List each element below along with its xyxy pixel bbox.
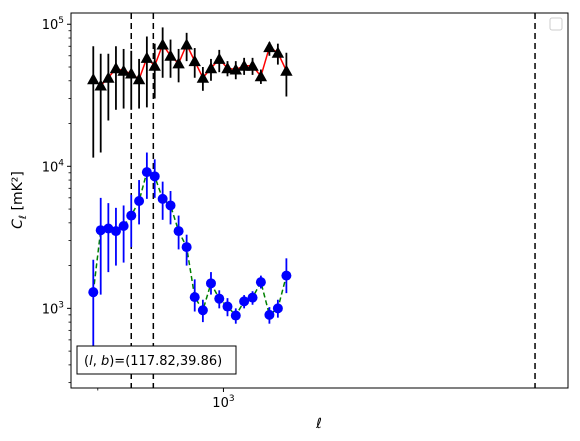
data-point-triangle <box>140 51 154 63</box>
data-point-circle <box>134 195 145 206</box>
data-point-triangle <box>94 79 107 91</box>
data-point-circle <box>247 292 258 303</box>
plot-area <box>71 13 568 388</box>
data-point-circle <box>173 226 184 237</box>
data-point-circle <box>149 171 160 182</box>
data-point-circle <box>88 287 99 298</box>
data-point-triangle <box>271 46 285 58</box>
data-point-circle <box>118 220 129 231</box>
y-tick-label: 103 <box>42 300 64 317</box>
data-point-triangle <box>102 71 115 83</box>
data-point-circle <box>264 309 275 320</box>
data-point-triangle <box>263 40 276 53</box>
data-point-circle <box>95 225 106 236</box>
data-point-triangle <box>109 62 123 74</box>
data-point-triangle <box>125 67 138 79</box>
y-tick-label: 105 <box>42 16 64 33</box>
data-point-circle <box>197 305 208 316</box>
series-2 <box>88 152 292 358</box>
data-point-circle <box>255 277 266 288</box>
y-tick-label: 104 <box>42 158 65 175</box>
data-point-triangle <box>164 49 177 61</box>
data-point-triangle <box>204 62 218 74</box>
data-point-triangle <box>180 38 193 50</box>
data-point-triangle <box>87 73 100 85</box>
data-point-triangle <box>254 70 268 82</box>
data-point-circle <box>157 193 168 204</box>
annotation-text: (l, b)=(117.82,39.86) <box>84 354 222 369</box>
data-point-triangle <box>148 59 161 71</box>
plot-frame <box>70 12 569 389</box>
data-point-triangle <box>132 73 146 85</box>
data-point-circle <box>214 293 225 304</box>
annotation-box: (l, b)=(117.82,39.86) <box>76 345 237 375</box>
data-point-circle <box>126 210 137 221</box>
y-axis-label: Cℓ [mK²] <box>10 171 29 229</box>
data-point-circle <box>272 303 283 314</box>
data-point-circle <box>103 223 114 234</box>
x-axis-label: ℓ <box>315 416 322 432</box>
data-point-triangle <box>117 64 130 76</box>
series-1 <box>87 27 293 158</box>
data-point-triangle <box>280 64 293 76</box>
data-point-circle <box>239 296 250 307</box>
legend-box <box>549 17 563 31</box>
data-point-circle <box>165 200 176 211</box>
x-tick-label: 103 <box>212 394 234 411</box>
data-point-circle <box>281 270 292 281</box>
data-point-triangle <box>221 62 234 74</box>
data-point-triangle <box>196 71 210 83</box>
data-point-triangle <box>172 57 185 69</box>
data-point-circle <box>230 310 241 321</box>
data-point-circle <box>189 292 200 303</box>
data-point-triangle <box>229 63 242 75</box>
data-point-circle <box>205 278 216 289</box>
data-point-circle <box>222 301 233 312</box>
data-point-triangle <box>156 38 169 50</box>
data-point-circle <box>110 226 121 237</box>
data-point-circle <box>181 242 192 253</box>
annotation-frame <box>76 345 237 375</box>
data-point-triangle <box>213 52 226 64</box>
data-point-triangle <box>188 54 201 67</box>
data-point-triangle <box>237 59 251 71</box>
axes: 103 104 105 103 <box>42 16 235 411</box>
series-layer <box>87 27 293 358</box>
data-point-circle <box>141 167 152 178</box>
data-point-triangle <box>246 59 259 71</box>
